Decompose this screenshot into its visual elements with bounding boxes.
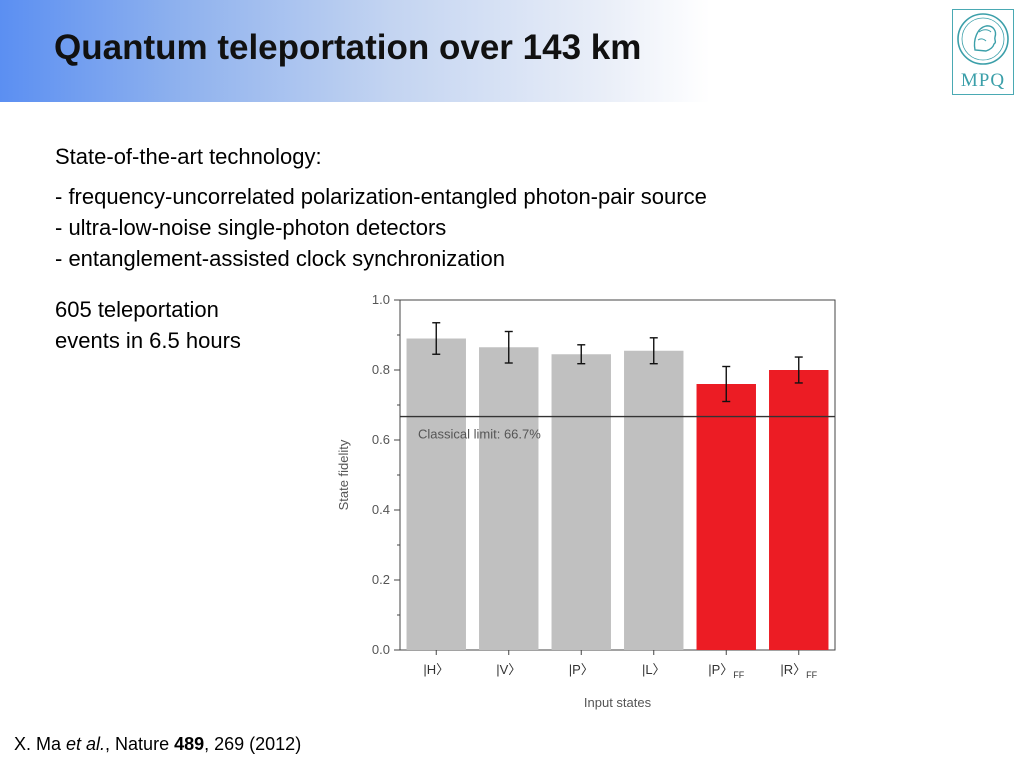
citation-authors: X. Ma (14, 734, 67, 754)
bar (479, 347, 539, 650)
events-line: events in 6.5 hours (55, 328, 241, 353)
y-tick-label: 0.0 (372, 642, 390, 657)
bar (624, 350, 684, 650)
x-tick-label: |R〉FF (780, 662, 817, 680)
y-tick-label: 0.8 (372, 362, 390, 377)
x-tick-label: |H〉 (423, 662, 449, 677)
intro-text: State-of-the-art technology: (55, 144, 322, 169)
x-tick-label: |V〉 (496, 662, 521, 677)
fidelity-bar-chart: 0.0 0.2 0.4 0.6 0.8 1.0 |H〉 |V〉 |P〉 |L〉 |P〉FF |R〉FF… (336, 292, 836, 710)
classical-limit-label: Classical limit: 66.7% (418, 427, 541, 442)
bullet-list: - frequency-uncorrelated polarization-en… (55, 181, 707, 274)
y-tick-label: 0.2 (372, 572, 390, 587)
bullet-item: - frequency-uncorrelated polarization-en… (55, 184, 707, 209)
mpq-logo: MPQ (952, 9, 1014, 95)
bullet-item: - entanglement-assisted clock synchroniz… (55, 246, 506, 271)
citation: X. Ma et al., Nature 489, 269 (2012) (14, 734, 301, 755)
x-tick-label: |L〉 (642, 662, 666, 677)
events-text: 605 teleportation events in 6.5 hours (55, 294, 241, 356)
logo-text: MPQ (960, 70, 1006, 91)
citation-etal: et al. (66, 734, 106, 754)
x-tick-label: |P〉FF (708, 662, 745, 680)
bar (769, 370, 829, 650)
y-tick-label: 0.6 (372, 432, 390, 447)
events-line: 605 teleportation (55, 297, 219, 322)
y-tick-label: 0.4 (372, 502, 390, 517)
citation-rest: , 269 (2012) (204, 734, 302, 754)
bar (551, 354, 611, 650)
citation-journal: , Nature (105, 734, 175, 754)
x-axis-label: Input states (584, 695, 652, 710)
x-tick-label: |P〉 (569, 662, 594, 677)
y-axis-label: State fidelity (336, 439, 351, 510)
citation-volume: 489 (174, 734, 205, 754)
title-bar (0, 0, 710, 102)
bar (696, 384, 756, 650)
minerva-head-icon (957, 13, 1009, 65)
bullet-item: - ultra-low-noise single-photon detector… (55, 215, 447, 240)
y-tick-label: 1.0 (372, 292, 390, 307)
slide-title: Quantum teleportation over 143 km (54, 28, 642, 67)
bar (406, 338, 466, 650)
